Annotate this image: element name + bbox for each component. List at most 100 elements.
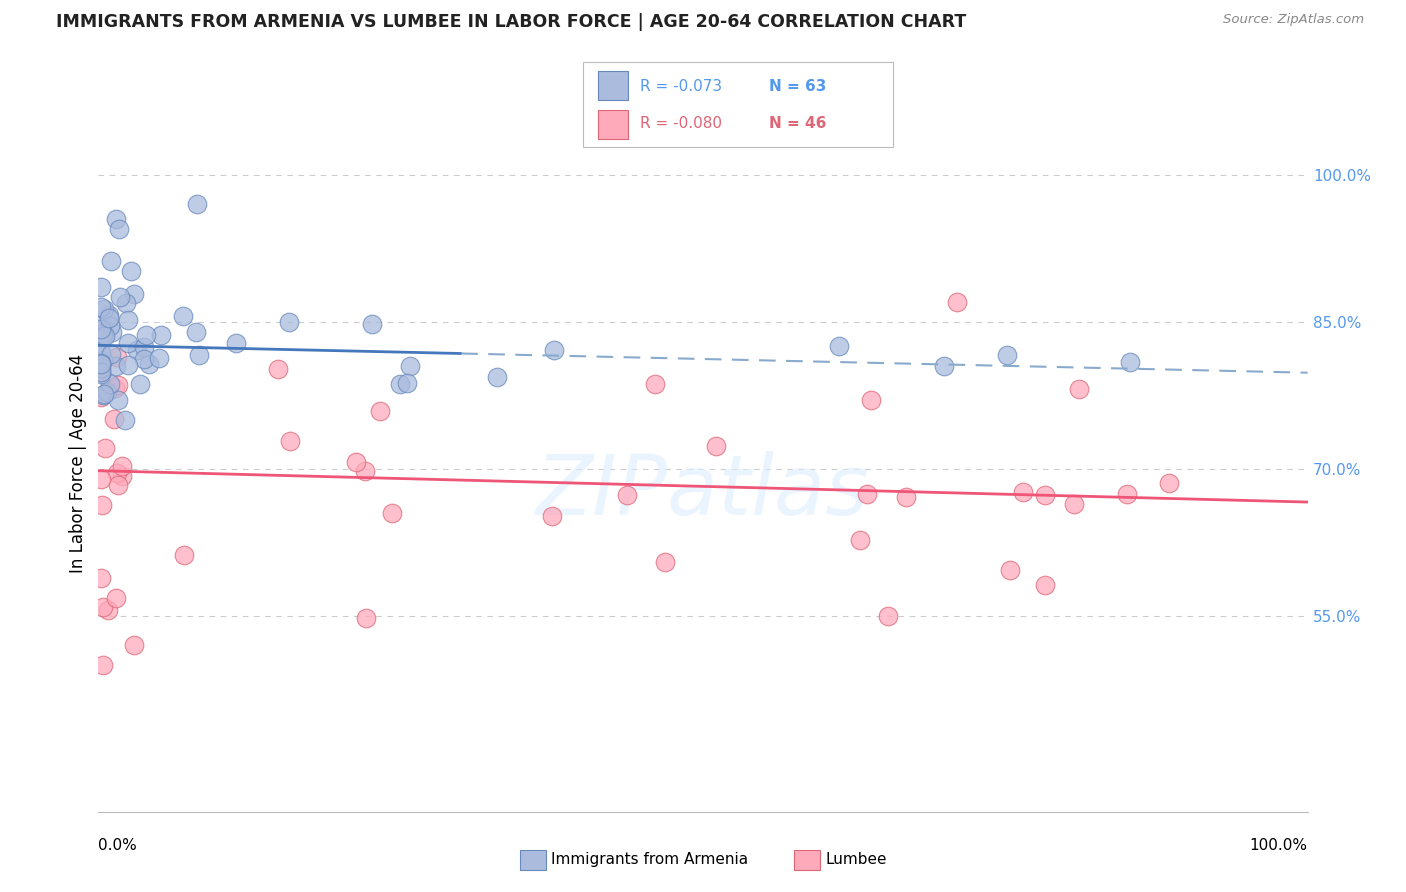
Point (90, 331, 112, 345)
Point (1033, 578, 1056, 592)
Point (117, 336, 139, 351)
Point (150, 327, 173, 342)
Point (644, 377, 666, 392)
Text: ZIPatlas: ZIPatlas (536, 451, 870, 533)
Point (90, 472, 112, 486)
Point (654, 555, 676, 569)
Point (706, 439, 728, 453)
Point (120, 264, 142, 278)
Point (368, 403, 391, 417)
Point (98, 308, 121, 322)
Point (361, 317, 384, 331)
Point (90, 571, 112, 585)
Point (998, 563, 1021, 577)
Point (1035, 488, 1057, 502)
Point (91, 353, 114, 368)
Point (1011, 484, 1033, 499)
Point (849, 533, 872, 547)
Point (1115, 487, 1137, 501)
Point (1067, 382, 1090, 396)
Point (90, 356, 112, 370)
Point (117, 313, 139, 327)
Point (107, 378, 129, 392)
Point (110, 468, 132, 483)
Point (1157, 476, 1180, 491)
Point (91, 600, 114, 615)
Point (389, 376, 412, 391)
Point (100, 346, 122, 360)
Point (125, 343, 148, 357)
Point (860, 393, 883, 408)
Point (105, 350, 128, 364)
Point (108, 221, 131, 235)
Point (129, 376, 152, 391)
Point (90, 361, 112, 376)
Point (93, 386, 115, 401)
Point (90, 345, 112, 359)
Point (132, 340, 155, 354)
Point (117, 358, 139, 372)
Point (1119, 355, 1142, 369)
Point (138, 357, 160, 371)
Point (90, 280, 112, 294)
Point (104, 382, 127, 396)
Point (90, 346, 112, 360)
Point (105, 211, 128, 226)
Point (541, 508, 564, 523)
Point (107, 477, 129, 491)
Text: N = 46: N = 46 (769, 116, 827, 131)
Point (485, 370, 508, 384)
Text: R = -0.073: R = -0.073 (640, 78, 721, 94)
Point (543, 343, 565, 357)
Point (91, 329, 114, 343)
Point (101, 325, 124, 339)
Point (278, 315, 301, 329)
Point (396, 376, 419, 391)
Point (90, 368, 112, 382)
Point (90, 357, 112, 371)
Point (90, 300, 112, 314)
Point (97, 603, 120, 617)
Point (173, 548, 195, 562)
Point (114, 296, 136, 310)
Point (103, 412, 125, 426)
Point (90, 365, 112, 379)
Point (90, 365, 112, 379)
Point (945, 295, 967, 310)
Point (278, 434, 301, 449)
Point (94, 329, 117, 343)
Y-axis label: In Labor Force | Age 20-64: In Labor Force | Age 20-64 (69, 354, 87, 574)
Point (98, 311, 121, 326)
Point (110, 458, 132, 473)
Text: N = 63: N = 63 (769, 78, 827, 94)
Point (96, 385, 118, 400)
Text: IMMIGRANTS FROM ARMENIA VS LUMBEE IN LABOR FORCE | AGE 20-64 CORRELATION CHART: IMMIGRANTS FROM ARMENIA VS LUMBEE IN LAB… (56, 13, 966, 31)
Point (105, 591, 128, 606)
Point (877, 608, 900, 623)
Point (90, 498, 112, 512)
Point (932, 359, 955, 374)
Point (225, 336, 247, 351)
Point (135, 327, 157, 342)
Point (91, 326, 114, 341)
Point (172, 309, 194, 323)
Point (90, 322, 112, 336)
Point (110, 290, 132, 304)
Text: R = -0.080: R = -0.080 (640, 116, 721, 131)
Point (184, 325, 207, 339)
Text: 100.0%: 100.0% (1250, 838, 1308, 854)
Point (856, 487, 879, 501)
Point (93, 301, 115, 316)
Point (100, 254, 122, 268)
Point (98, 319, 121, 334)
Point (90, 315, 112, 329)
Text: Source: ZipAtlas.com: Source: ZipAtlas.com (1223, 13, 1364, 27)
Text: Lumbee: Lumbee (825, 853, 887, 867)
Point (148, 351, 170, 365)
Point (997, 348, 1019, 362)
Point (90, 390, 112, 404)
Point (91, 657, 114, 672)
Point (132, 352, 155, 367)
Text: 0.0%: 0.0% (98, 838, 138, 854)
Text: Immigrants from Armenia: Immigrants from Armenia (551, 853, 748, 867)
